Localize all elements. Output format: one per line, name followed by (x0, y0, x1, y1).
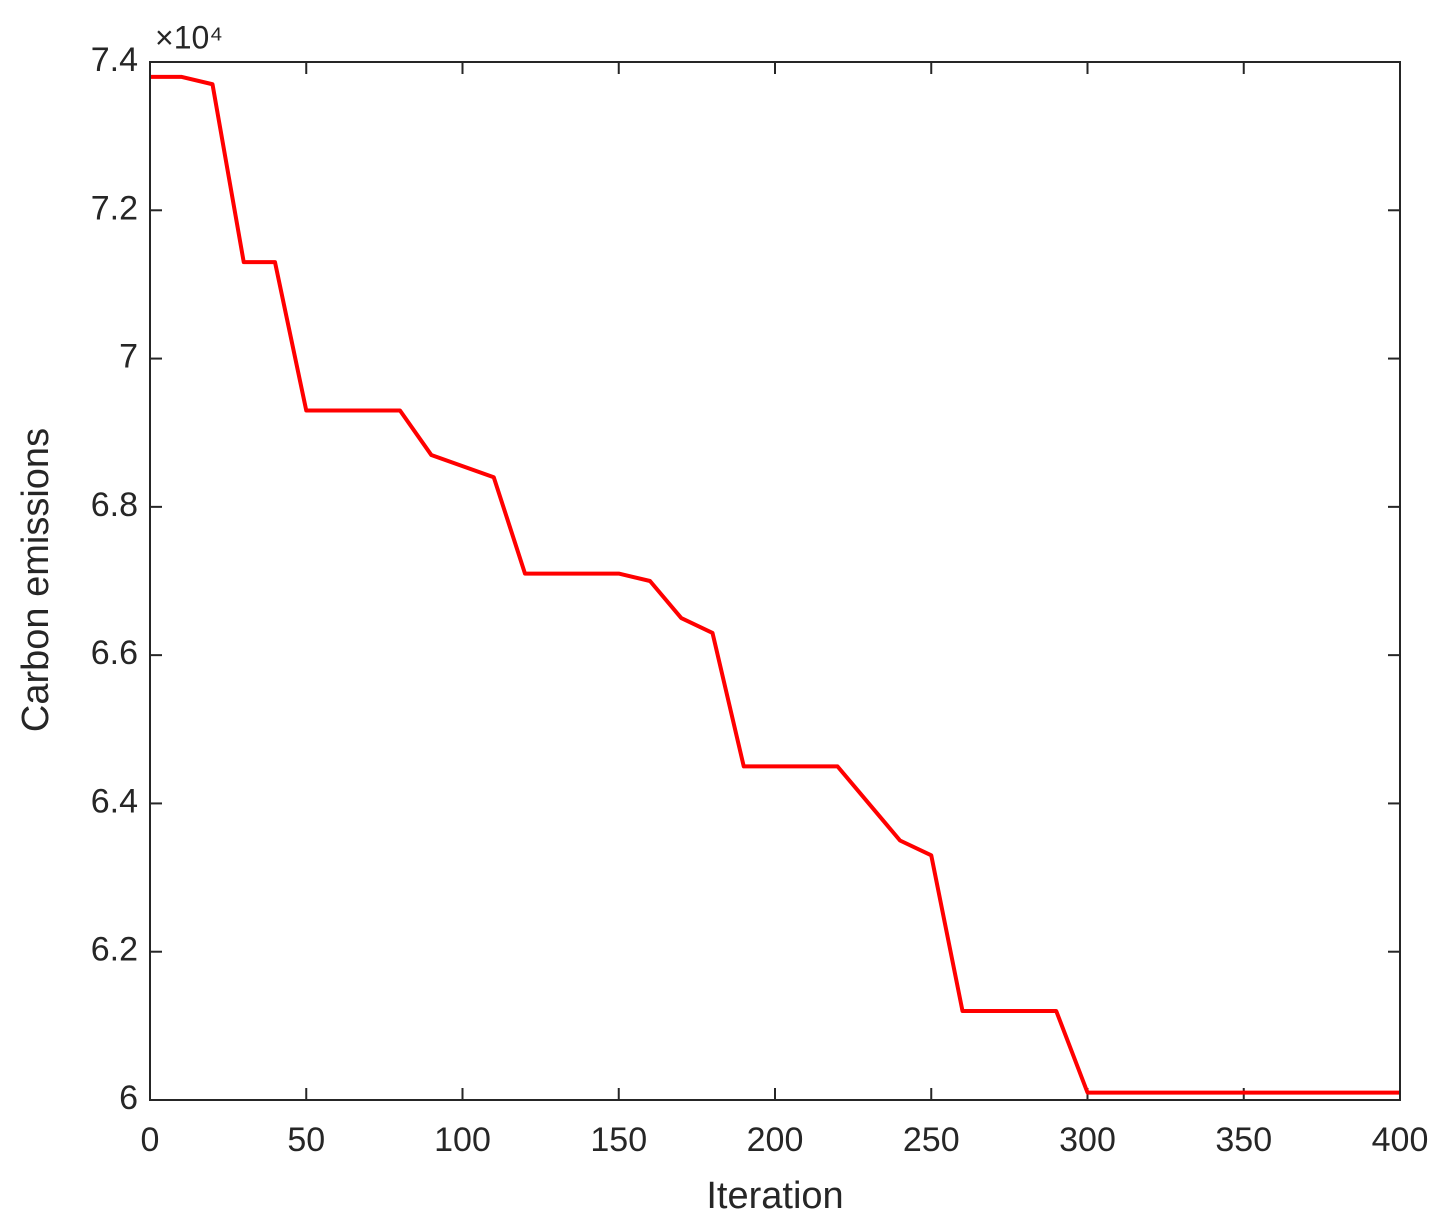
y-tick-label: 6 (119, 1079, 138, 1117)
x-tick-label: 250 (903, 1121, 960, 1159)
data-line (150, 74, 1400, 1095)
x-tick-label: 100 (434, 1121, 491, 1159)
x-axis-title: Iteration (706, 1175, 843, 1217)
y-axis-title: Carbon emissions (15, 428, 57, 732)
y-tick-label: 6.6 (91, 634, 138, 672)
x-tick-label: 200 (747, 1121, 804, 1159)
plot-area (150, 62, 1400, 1100)
y-tick-label: 7.2 (91, 189, 138, 227)
x-tick-label: 0 (141, 1121, 160, 1159)
y-exponent: ×10⁴ (155, 19, 223, 55)
x-tick-label: 50 (287, 1121, 325, 1159)
y-tick-label: 7 (119, 338, 138, 376)
x-tick-label: 150 (590, 1121, 647, 1159)
x-tick-label: 300 (1059, 1121, 1116, 1159)
x-tick-label: 350 (1215, 1121, 1272, 1159)
axes-box (149, 61, 1401, 1101)
x-tick-label: 400 (1372, 1121, 1429, 1159)
y-tick-label: 6.4 (91, 782, 138, 820)
y-tick-label: 6.2 (91, 931, 138, 969)
y-tick-label: 7.4 (91, 41, 138, 79)
y-tick-label: 6.8 (91, 486, 138, 524)
